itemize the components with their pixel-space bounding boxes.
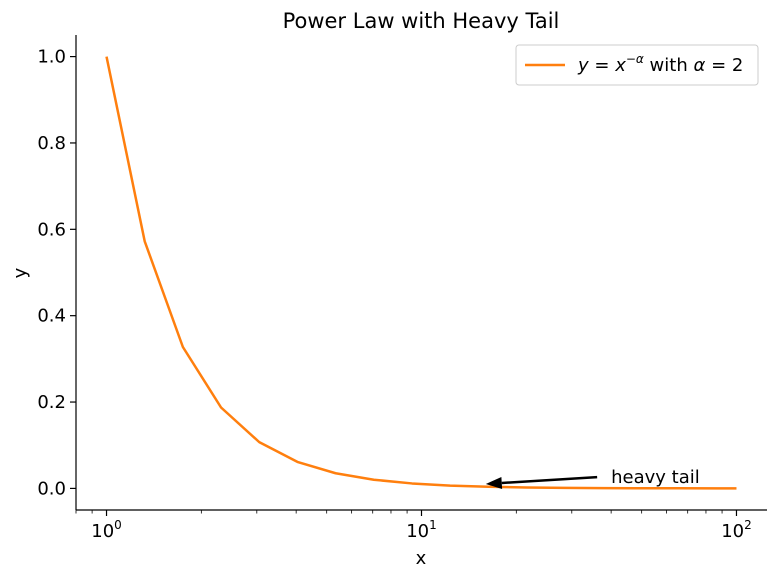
legend: y = x−α with α = 2 bbox=[515, 44, 759, 86]
x-ticks: 100 101 102 bbox=[75, 510, 752, 542]
x-tick-label: 100 bbox=[91, 518, 122, 542]
x-axis-label: x bbox=[416, 548, 427, 569]
chart-title: Power Law with Heavy Tail bbox=[283, 9, 560, 33]
series-layer bbox=[105, 56, 737, 490]
y-tick-label: 0.0 bbox=[37, 478, 66, 499]
x-tick-label: 102 bbox=[721, 518, 752, 542]
annotation-arrow-shaft bbox=[501, 475, 598, 485]
legend-frame bbox=[515, 44, 759, 86]
legend-label: y = x−α with α = 2 bbox=[577, 52, 743, 76]
y-ticks: 0.0 0.2 0.4 0.6 0.8 1.0 bbox=[37, 47, 76, 499]
annotation-layer: heavy tail bbox=[485, 467, 700, 489]
series-line bbox=[105, 56, 737, 490]
y-tick-label: 0.8 bbox=[37, 133, 66, 154]
y-axis-label: y bbox=[10, 267, 31, 278]
plot-area: 100 101 102 0.0 0.2 0.4 0.6 0.8 1.0 heavy tail bbox=[37, 35, 767, 542]
y-tick-label: 0.2 bbox=[37, 392, 66, 413]
y-tick-label: 1.0 bbox=[37, 47, 66, 68]
x-tick-label: 101 bbox=[406, 518, 437, 542]
annotation-label: heavy tail bbox=[611, 467, 700, 488]
y-tick-label: 0.6 bbox=[37, 219, 66, 240]
annotation-arrow-head bbox=[485, 477, 503, 489]
y-tick-label: 0.4 bbox=[37, 306, 66, 327]
